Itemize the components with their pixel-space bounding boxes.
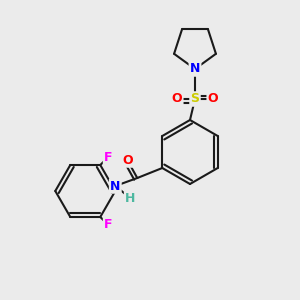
Text: H: H [125,191,136,205]
Text: N: N [110,179,121,193]
Text: S: S [190,92,200,106]
Text: O: O [172,92,182,106]
Text: O: O [122,154,133,166]
Text: F: F [104,218,112,232]
Text: O: O [208,92,218,106]
Text: F: F [104,151,112,164]
Text: N: N [190,62,200,76]
